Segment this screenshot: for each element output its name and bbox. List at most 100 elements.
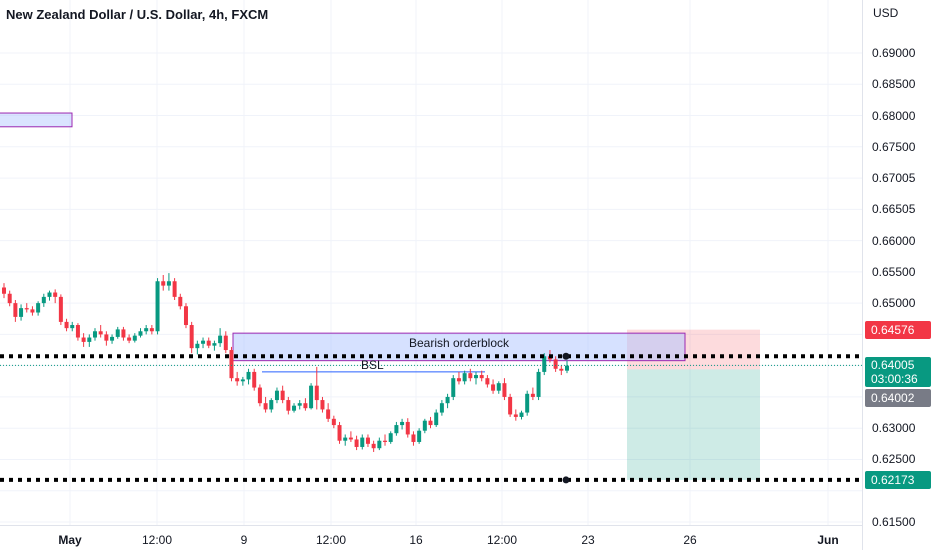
candle-body (263, 403, 268, 410)
candle-body (183, 306, 188, 326)
candle-body (371, 443, 376, 449)
candle-body (292, 405, 297, 411)
candle-body (309, 385, 314, 409)
time-tick-label: 12:00 (141, 533, 173, 547)
candle-body (127, 337, 132, 341)
candle-body (331, 418, 336, 426)
candle-body (320, 400, 325, 410)
candle-body (565, 365, 569, 371)
candle-body (212, 343, 217, 346)
candle-body (201, 340, 206, 344)
candle-body (536, 371, 541, 397)
candle-body (110, 336, 115, 341)
candle-body (161, 281, 166, 286)
candle-body (178, 296, 183, 307)
bsl-label: BSL (361, 357, 384, 372)
candle-body (360, 437, 365, 447)
price-tick-label: 0.66000 (872, 233, 916, 248)
candle-body (491, 384, 496, 391)
price-tick-label: 0.61500 (872, 515, 916, 529)
orderblock-label: Bearish orderblock (408, 336, 510, 351)
price-tick-label: 0.67005 (872, 171, 916, 186)
candle-body (445, 396, 450, 404)
entry-marker (562, 352, 570, 360)
candle-body (92, 331, 97, 338)
time-tick-label: May (58, 533, 82, 547)
candle-body (303, 403, 308, 409)
candle-body (496, 383, 501, 391)
candle-body (451, 378, 456, 397)
price-tick-label: 0.66505 (872, 202, 916, 217)
candle-body (297, 403, 302, 406)
candle-body (229, 350, 234, 379)
candlestick-chart[interactable] (0, 0, 862, 525)
time-scale[interactable]: May 12:00 9 12:00 16 12:00 23 26 Jun (0, 525, 862, 551)
candle-body (269, 400, 274, 410)
candle-body (41, 296, 46, 304)
candle-body (64, 321, 69, 329)
candle-body (286, 400, 291, 411)
candle-body (218, 335, 223, 344)
last-price-label: 0.64005 03:00:36 (865, 357, 931, 388)
price-scale[interactable]: USD 0.69000 0.68500 0.68000 0.67500 0.67005 0… (862, 0, 932, 550)
old-orderblock-zone (0, 112, 73, 128)
candle-body (98, 331, 103, 335)
candle-body (53, 292, 58, 297)
candle-body (542, 356, 547, 372)
candle-body (508, 396, 513, 415)
candle-body (400, 421, 405, 426)
candle-body (70, 325, 75, 329)
candle-body (485, 378, 490, 385)
price-tick-label: 0.63000 (872, 421, 916, 436)
candle-body (530, 393, 535, 397)
stop-price-label: 0.62173 (865, 470, 931, 489)
time-tick-label: Jun (817, 533, 839, 547)
chart-pane[interactable]: New Zealand Dollar / U.S. Dollar, 4h, FX… (0, 0, 862, 525)
candle-body (559, 368, 564, 371)
price-tick-label: 0.68000 (872, 108, 916, 123)
candle-body (206, 340, 211, 346)
candle-body (405, 421, 410, 435)
candle-body (428, 420, 433, 426)
candle-body (115, 329, 120, 337)
price-tick-label: 0.62500 (872, 452, 916, 467)
candle-body (81, 337, 86, 342)
candle-body (354, 439, 359, 447)
candle-body (377, 440, 382, 449)
time-tick-label: 23 (581, 533, 595, 547)
candle-body (36, 303, 41, 313)
candle-body (189, 325, 194, 349)
countdown-timer: 03:00:36 (871, 372, 918, 387)
candle-body (348, 437, 353, 440)
candle-body (246, 371, 251, 380)
candle-body (47, 292, 52, 297)
candle-body (462, 373, 467, 382)
candle-body (144, 328, 149, 332)
last-price-value: 0.64005 (871, 358, 915, 373)
candle-body (19, 308, 24, 317)
price-tick-label: 0.68500 (872, 77, 916, 92)
candle-body (240, 379, 245, 382)
currency-label[interactable]: USD (873, 6, 899, 20)
candle-body (456, 378, 461, 382)
candle-body (13, 303, 18, 317)
candle-body (314, 385, 319, 401)
candle-body (525, 393, 530, 413)
bid-price-label: 0.64002 (865, 389, 931, 408)
candle-body (468, 373, 473, 379)
candle-body (434, 412, 439, 426)
candle-body (474, 375, 479, 379)
candle-body (252, 371, 257, 388)
candle-body (166, 281, 171, 286)
stop-marker (562, 476, 570, 484)
candle-body (132, 335, 137, 341)
candle-body (155, 281, 160, 332)
target-price-label: 0.64576 (865, 320, 931, 339)
symbol-title[interactable]: New Zealand Dollar / U.S. Dollar, 4h, FX… (6, 7, 269, 22)
candle-body (417, 430, 422, 442)
candle-body (30, 309, 35, 313)
candle-body (280, 390, 285, 401)
time-tick-label: 9 (240, 533, 248, 547)
candle-body (235, 378, 240, 382)
candle-body (513, 414, 518, 417)
